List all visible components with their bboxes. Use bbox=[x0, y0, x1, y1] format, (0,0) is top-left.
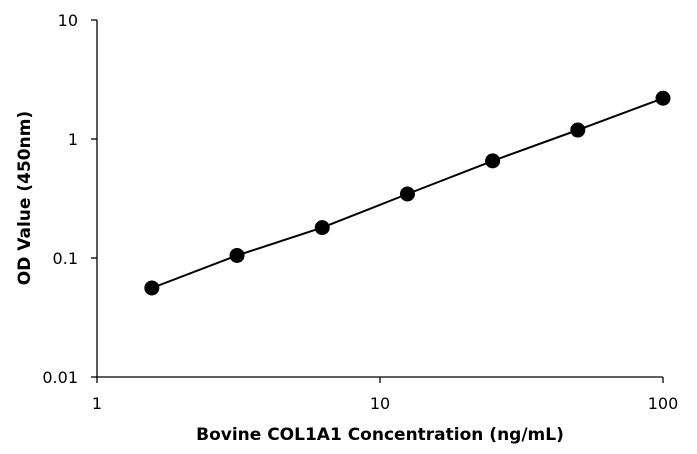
y-tick-label: 0.1 bbox=[53, 249, 78, 268]
x-axis-title: Bovine COL1A1 Concentration (ng/mL) bbox=[196, 425, 564, 445]
y-axis-title: OD Value (450nm) bbox=[15, 111, 35, 285]
data-point bbox=[570, 122, 586, 138]
data-point bbox=[399, 186, 415, 202]
data-point bbox=[314, 220, 330, 236]
x-tick-label: 10 bbox=[370, 394, 390, 413]
x-tick-label: 1 bbox=[92, 394, 102, 413]
x-tick-label: 100 bbox=[648, 394, 679, 413]
data-point bbox=[655, 90, 671, 106]
y-tick-label: 10 bbox=[58, 11, 78, 30]
series-layer bbox=[144, 90, 671, 296]
data-point bbox=[229, 247, 245, 263]
data-point bbox=[144, 280, 160, 296]
y-tick-label: 1 bbox=[68, 130, 78, 149]
y-tick-label: 0.01 bbox=[42, 368, 78, 387]
data-point bbox=[485, 153, 501, 169]
axes: 1 10 100 0.01 0.1 1 10 bbox=[42, 11, 678, 413]
